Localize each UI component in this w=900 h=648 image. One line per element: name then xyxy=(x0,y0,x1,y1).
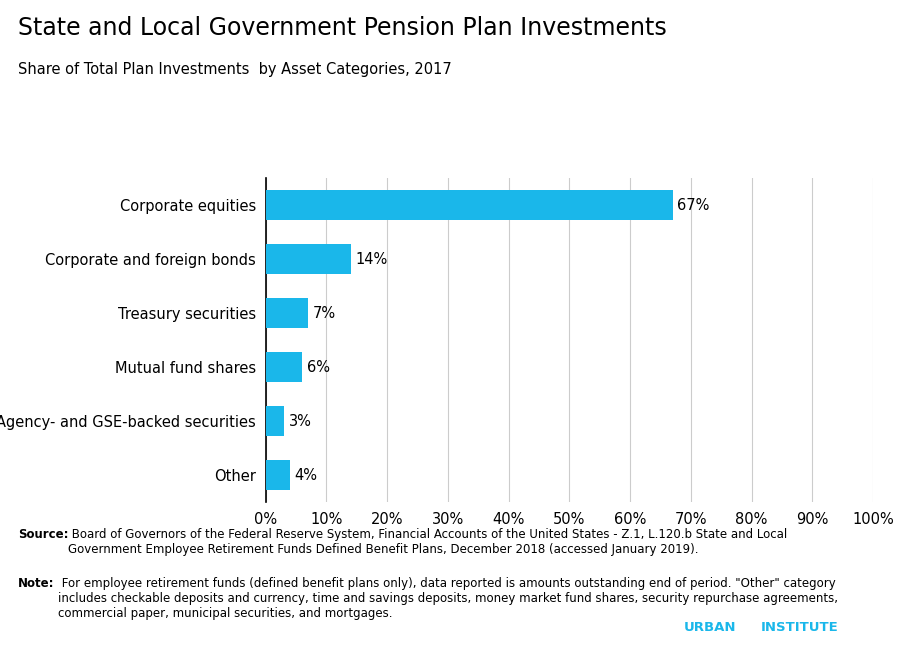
Text: 4%: 4% xyxy=(294,468,318,483)
Text: 6%: 6% xyxy=(307,360,329,375)
Bar xyxy=(266,244,351,274)
Text: 3%: 3% xyxy=(289,413,311,429)
Text: Note:: Note: xyxy=(18,577,55,590)
Text: INSTITUTE: INSTITUTE xyxy=(760,621,838,634)
Bar xyxy=(266,406,284,436)
Bar xyxy=(266,460,290,490)
Text: 7%: 7% xyxy=(313,306,336,321)
Text: 14%: 14% xyxy=(356,251,388,267)
Text: State and Local Government Pension Plan Investments: State and Local Government Pension Plan … xyxy=(18,16,667,40)
Text: For employee retirement funds (defined benefit plans only), data reported is amo: For employee retirement funds (defined b… xyxy=(58,577,839,619)
Text: URBAN: URBAN xyxy=(684,621,736,634)
Bar xyxy=(266,298,308,328)
Text: Board of Governors of the Federal Reserve System, Financial Accounts of the Unit: Board of Governors of the Federal Reserv… xyxy=(68,528,787,556)
Text: 67%: 67% xyxy=(678,198,710,213)
Bar xyxy=(266,353,302,382)
Text: Share of Total Plan Investments  by Asset Categories, 2017: Share of Total Plan Investments by Asset… xyxy=(18,62,452,76)
Bar xyxy=(266,191,672,220)
Text: Source:: Source: xyxy=(18,528,68,541)
